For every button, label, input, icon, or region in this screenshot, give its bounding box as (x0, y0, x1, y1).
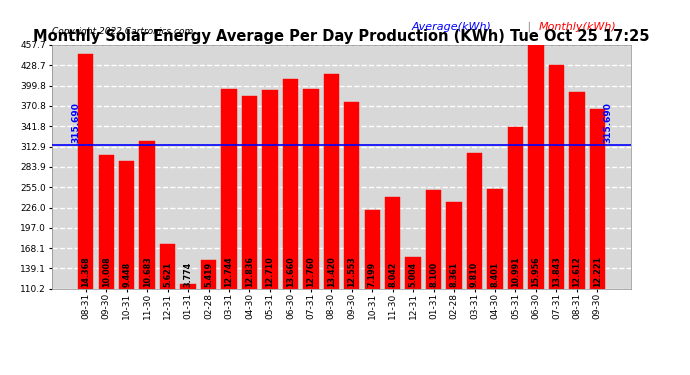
Bar (590, 109, 605, 366)
Bar (303, 88, 319, 366)
Bar (549, 65, 564, 366)
Bar (78, 54, 93, 366)
Bar (262, 90, 277, 366)
Text: 5.004: 5.004 (408, 261, 417, 286)
Text: 9.448: 9.448 (122, 261, 131, 286)
Text: 8.042: 8.042 (388, 261, 397, 286)
Bar (283, 79, 298, 366)
Bar (139, 141, 155, 366)
Bar (160, 244, 175, 366)
Text: 13.660: 13.660 (286, 256, 295, 286)
Bar (180, 284, 196, 366)
Text: Average(kWh): Average(kWh) (411, 22, 491, 32)
Bar (324, 74, 339, 366)
Text: 13.420: 13.420 (327, 256, 336, 286)
Bar (467, 153, 482, 366)
Text: 12.553: 12.553 (347, 256, 356, 286)
Text: 315.690: 315.690 (603, 102, 612, 143)
Text: 3.774: 3.774 (184, 261, 193, 286)
Bar (201, 260, 216, 366)
Text: 7.199: 7.199 (368, 261, 377, 286)
Bar (119, 160, 135, 366)
Text: 5.621: 5.621 (163, 261, 172, 286)
Bar (508, 127, 523, 366)
Text: 12.612: 12.612 (573, 256, 582, 286)
Bar (426, 190, 442, 366)
Text: |: | (524, 21, 535, 32)
Bar (99, 156, 114, 366)
Text: 12.710: 12.710 (266, 256, 275, 286)
Title: Monthly Solar Energy Average Per Day Production (KWh) Tue Oct 25 17:25: Monthly Solar Energy Average Per Day Pro… (33, 29, 650, 44)
Bar (406, 257, 421, 366)
Bar (446, 202, 462, 366)
Text: 12.836: 12.836 (245, 256, 254, 286)
Bar (487, 189, 503, 366)
Text: 5.419: 5.419 (204, 261, 213, 286)
Bar (241, 96, 257, 366)
Bar (569, 92, 584, 366)
Text: Monthly(kWh): Monthly(kWh) (539, 22, 616, 32)
Bar (529, 30, 544, 366)
Bar (385, 197, 400, 366)
Text: 15.956: 15.956 (531, 256, 540, 286)
Bar (221, 89, 237, 366)
Text: 8.100: 8.100 (429, 261, 438, 286)
Text: 8.401: 8.401 (491, 261, 500, 286)
Text: 13.843: 13.843 (552, 256, 561, 286)
Text: 14.368: 14.368 (81, 256, 90, 286)
Text: 315.690: 315.690 (71, 102, 80, 143)
Text: 12.744: 12.744 (224, 256, 233, 286)
Bar (364, 210, 380, 366)
Text: 10.008: 10.008 (101, 256, 110, 286)
Text: 8.361: 8.361 (450, 261, 459, 286)
Text: 12.760: 12.760 (306, 256, 315, 286)
Text: 12.221: 12.221 (593, 256, 602, 286)
Text: 9.810: 9.810 (470, 261, 479, 286)
Bar (344, 102, 359, 366)
Text: 10.991: 10.991 (511, 256, 520, 286)
Text: Copyright 2022 Cartronics.com: Copyright 2022 Cartronics.com (52, 27, 193, 36)
Text: 10.683: 10.683 (143, 256, 152, 286)
